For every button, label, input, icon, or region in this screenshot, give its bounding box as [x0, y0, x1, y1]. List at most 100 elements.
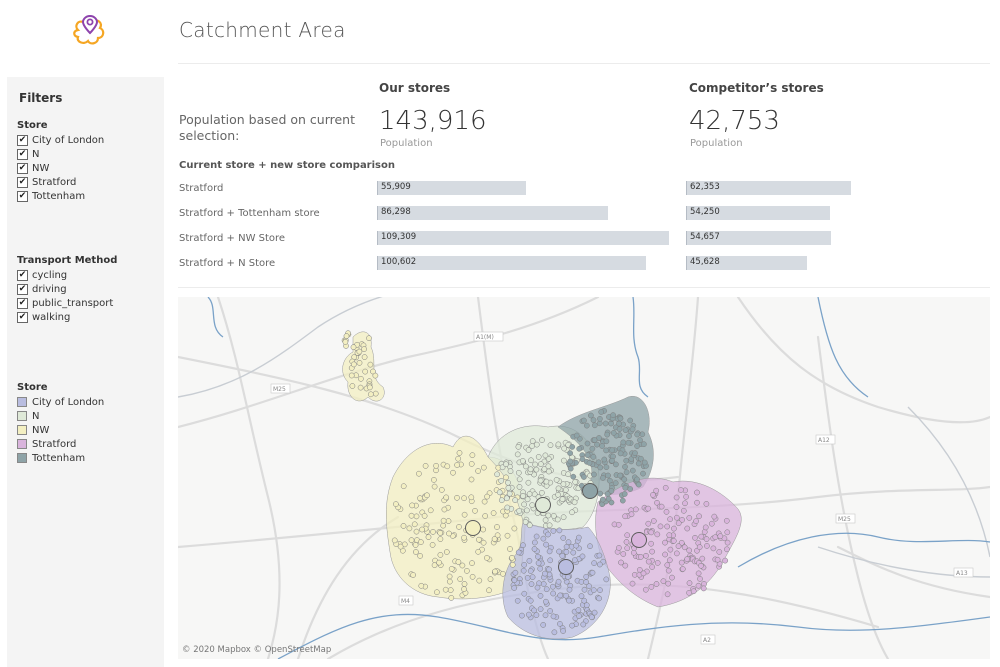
legend-swatch	[17, 397, 27, 407]
svg-text:A2: A2	[703, 637, 711, 644]
store-filter-title: Store	[17, 120, 48, 131]
comparison-row-label: Stratford + Tottenham store	[179, 208, 320, 219]
store-filter-option[interactable]: ✔ Stratford	[17, 175, 104, 189]
competitor-stores-heading: Competitor’s stores	[689, 81, 824, 95]
our-bar-value: 100,602	[381, 257, 417, 267]
legend-item[interactable]: City of London	[17, 395, 104, 409]
checkbox-checked-icon[interactable]: ✔	[17, 134, 28, 146]
store-filter-option[interactable]: ✔ N	[17, 147, 104, 161]
store-filter-option[interactable]: ✔ City of London	[17, 133, 104, 147]
legend-label: Stratford	[32, 438, 77, 450]
checkbox-checked-icon[interactable]: ✔	[17, 162, 28, 174]
store-filter-option-label: Stratford	[32, 176, 77, 188]
legend-swatch	[17, 411, 27, 421]
road-label: A2	[700, 634, 716, 645]
map-pin-region-icon	[73, 14, 105, 45]
map-attribution: © 2020 Mapbox © OpenStreetMap	[182, 645, 332, 655]
population-label: Population based on current selection:	[179, 112, 355, 143]
store-marker-tottenham[interactable]	[582, 483, 598, 499]
our-population-value: 143,916	[379, 106, 487, 136]
comparison-row-label: Stratford	[179, 183, 224, 194]
catchment-map[interactable]: A1(M) M25 M25 M4 A2 A13 A12 © 2020 Mapbox © Op…	[178, 297, 990, 659]
store-filter: Store ✔ City of London ✔ N ✔ NW ✔ Stratford ✔ Tot…	[17, 120, 104, 203]
store-markers	[465, 483, 647, 575]
our-population-bar[interactable]: 55,909	[377, 181, 526, 195]
store-legend: Store City of London N NW Stratford Tottenha…	[17, 382, 104, 465]
legend-item[interactable]: Stratford	[17, 437, 104, 451]
road-label: A13	[953, 567, 974, 578]
page-title: Catchment Area	[179, 18, 346, 42]
competitor-population-value: 42,753	[689, 106, 780, 136]
svg-text:M25: M25	[838, 516, 851, 523]
our-population-bar[interactable]: 100,602	[377, 256, 646, 270]
our-bar-value: 109,309	[381, 232, 417, 242]
svg-text:M25: M25	[273, 386, 286, 393]
svg-text:A1(M): A1(M)	[476, 334, 494, 341]
store-filter-option-label: N	[32, 148, 40, 160]
store-filter-option[interactable]: ✔ Tottenham	[17, 189, 104, 203]
legend-label: N	[32, 410, 40, 422]
legend-swatch	[17, 453, 27, 463]
competitor-population-bar[interactable]: 54,250	[686, 206, 830, 220]
store-marker-n[interactable]	[535, 497, 551, 513]
competitor-bar-value: 62,353	[690, 182, 720, 192]
competitor-population-bar[interactable]: 54,657	[686, 231, 831, 245]
transport-filter-option-label: public_transport	[32, 297, 114, 309]
transport-filter-option[interactable]: ✔ driving	[17, 282, 117, 296]
checkbox-checked-icon[interactable]: ✔	[17, 311, 28, 323]
competitor-population-bar[interactable]: 45,628	[686, 256, 807, 270]
store-marker-stratford[interactable]	[631, 532, 647, 548]
competitor-population-bar[interactable]: 62,353	[686, 181, 851, 195]
road-label: A1(M)	[473, 331, 504, 342]
checkbox-checked-icon[interactable]: ✔	[17, 190, 28, 202]
svg-text:M4: M4	[401, 598, 410, 605]
legend-item[interactable]: N	[17, 409, 104, 423]
store-filter-option-label: City of London	[32, 134, 105, 146]
legend-swatch	[17, 425, 27, 435]
transport-filter-title: Transport Method	[17, 255, 118, 266]
store-marker-city-of-london[interactable]	[558, 559, 574, 575]
checkbox-checked-icon[interactable]: ✔	[17, 176, 28, 188]
header-divider	[178, 63, 990, 64]
checkbox-checked-icon[interactable]: ✔	[17, 148, 28, 160]
road-label: M25	[270, 383, 291, 394]
catchment-area-stratford	[595, 477, 742, 608]
transport-filter-option-label: driving	[32, 283, 67, 295]
transport-filter-option[interactable]: ✔ walking	[17, 310, 117, 324]
road-label: M4	[398, 595, 414, 606]
checkbox-checked-icon[interactable]: ✔	[17, 283, 28, 295]
store-filter-option-label: Tottenham	[32, 190, 86, 202]
svg-text:A13: A13	[956, 570, 968, 577]
legend-label: NW	[32, 424, 50, 436]
our-population-bar[interactable]: 109,309	[377, 231, 669, 245]
road-network	[178, 297, 990, 659]
comparison-title: Current store + new store comparison	[179, 160, 395, 171]
our-population-bar[interactable]: 86,298	[377, 206, 608, 220]
legend-label: City of London	[32, 396, 105, 408]
competitor-bar-value: 54,250	[690, 207, 720, 217]
transport-filter: Transport Method ✔ cycling ✔ driving ✔ public…	[17, 255, 117, 324]
road-label: M25	[835, 513, 856, 524]
transport-filter-option-label: walking	[32, 311, 71, 323]
map-canvas[interactable]: A1(M) M25 M25 M4 A2 A13 A12	[178, 297, 990, 659]
store-filter-option[interactable]: ✔ NW	[17, 161, 104, 175]
competitor-bar-value: 45,628	[690, 257, 720, 267]
store-marker-nw[interactable]	[465, 520, 481, 536]
competitor-bar-value: 54,657	[690, 232, 720, 242]
legend-label: Tottenham	[32, 452, 86, 464]
transport-filter-option[interactable]: ✔ public_transport	[17, 296, 117, 310]
transport-filter-option[interactable]: ✔ cycling	[17, 268, 117, 282]
legend-item[interactable]: NW	[17, 423, 104, 437]
store-filter-option-label: NW	[32, 162, 50, 174]
our-bar-value: 55,909	[381, 182, 411, 192]
our-bar-value: 86,298	[381, 207, 411, 217]
our-stores-heading: Our stores	[379, 81, 451, 95]
legend-item[interactable]: Tottenham	[17, 451, 104, 465]
comparison-row-label: Stratford + NW Store	[179, 233, 286, 244]
road-label: A12	[815, 434, 836, 445]
checkbox-checked-icon[interactable]: ✔	[17, 269, 28, 281]
checkbox-checked-icon[interactable]: ✔	[17, 297, 28, 309]
svg-text:A12: A12	[818, 437, 830, 444]
store-legend-title: Store	[17, 382, 48, 393]
filters-panel: Filters Store ✔ City of London ✔ N ✔ NW ✔ Strat…	[7, 77, 164, 667]
